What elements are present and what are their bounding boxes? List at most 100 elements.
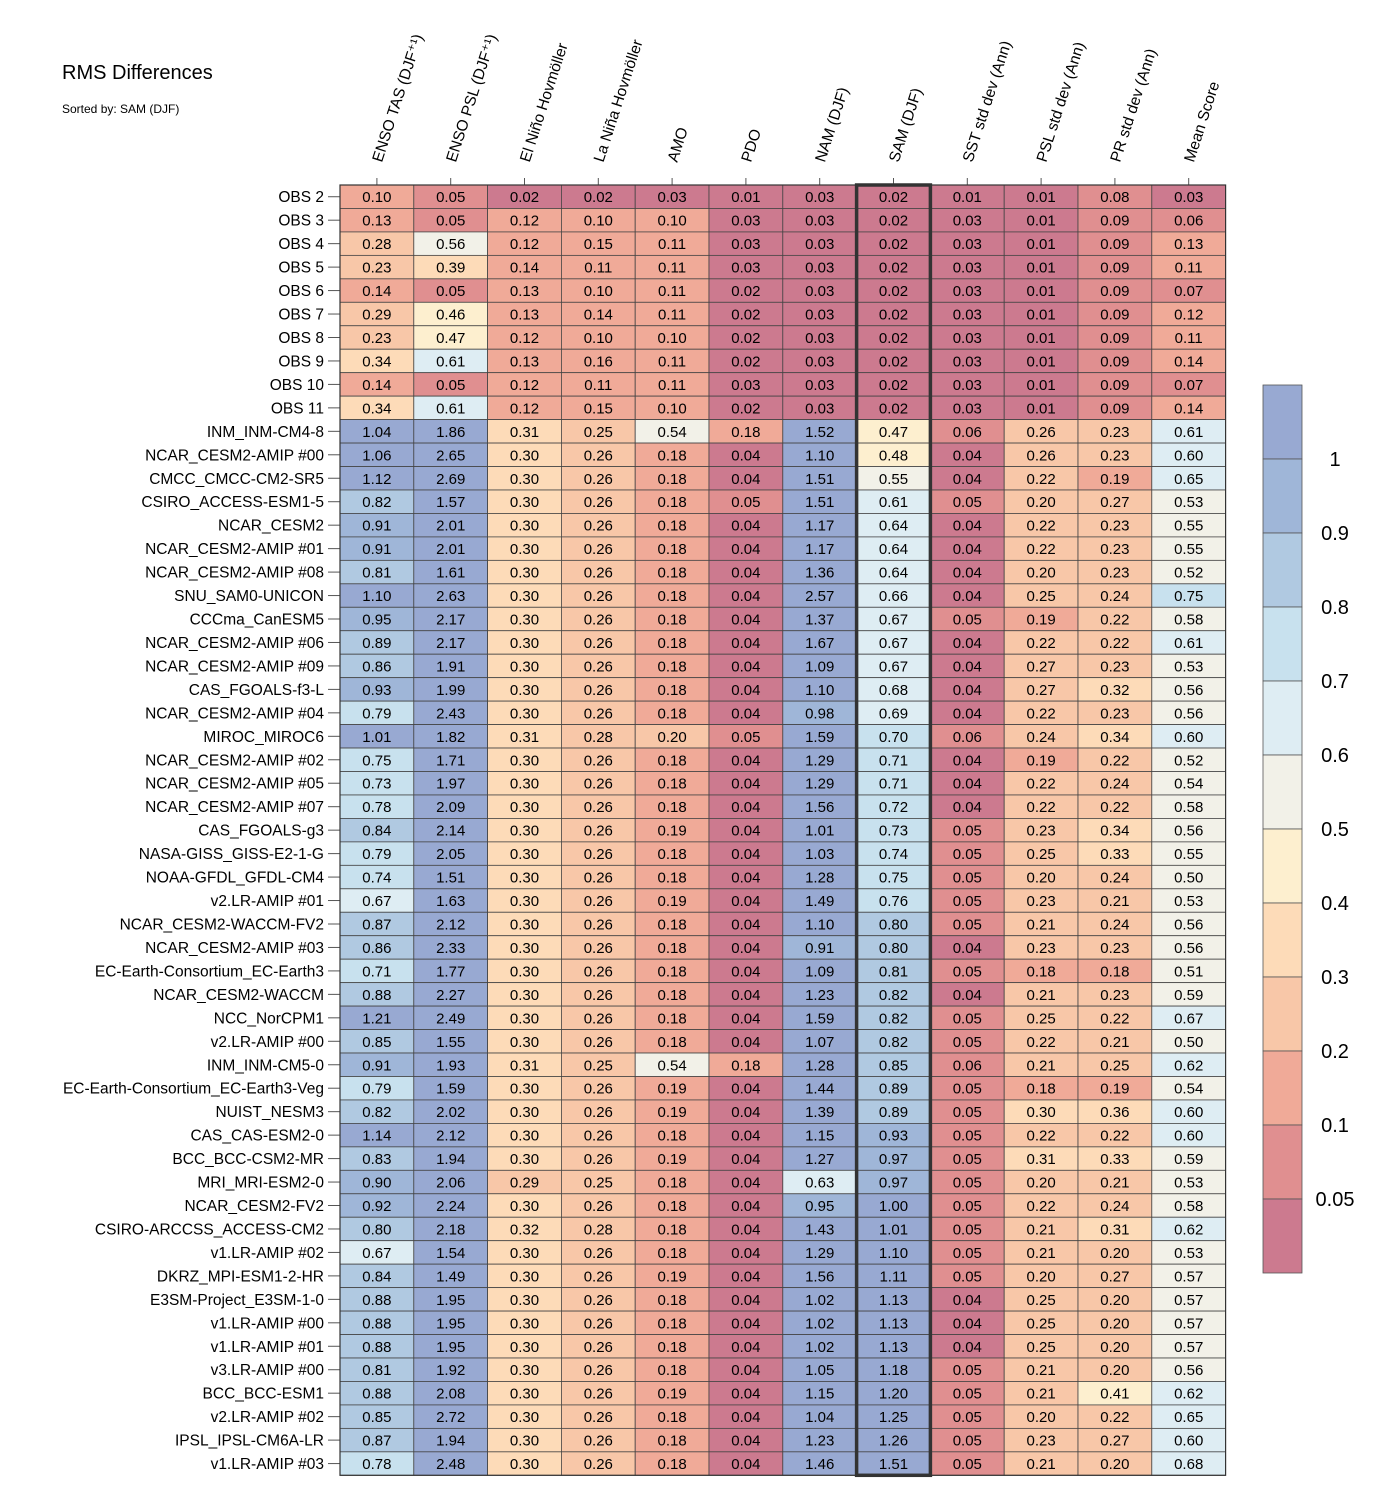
cell-value: 1.23 — [805, 1433, 834, 1450]
cell-value: 0.59 — [1174, 1151, 1203, 1168]
cell-value: 0.01 — [1026, 236, 1055, 253]
cell-value: 0.18 — [657, 987, 686, 1004]
cell-value: 0.30 — [1026, 1104, 1055, 1121]
cell-value: 0.83 — [362, 1151, 391, 1168]
cell-value: 0.03 — [805, 189, 834, 206]
colorbar-tick-label: 0.2 — [1321, 1041, 1349, 1063]
cell-value: 1.46 — [805, 1456, 834, 1473]
cell-value: 0.30 — [510, 1339, 539, 1356]
cell-value: 0.02 — [879, 236, 908, 253]
row-label: v2.LR-AMIP #01 — [211, 893, 324, 910]
cell-value: 0.64 — [879, 518, 908, 535]
cell-value: 2.33 — [436, 940, 465, 957]
cell-value: 1.17 — [805, 541, 834, 558]
cell-value: 0.18 — [731, 1057, 760, 1074]
cell-value: 0.26 — [584, 1245, 613, 1262]
cell-value: 0.20 — [1100, 1245, 1129, 1262]
cell-value: 0.24 — [1100, 776, 1129, 793]
cell-value: 0.04 — [731, 1175, 760, 1192]
cell-value: 0.30 — [510, 705, 539, 722]
cell-value: 0.70 — [879, 729, 908, 746]
cell-value: 0.04 — [731, 870, 760, 887]
cell-value: 0.19 — [657, 1104, 686, 1121]
cell-value: 0.34 — [1100, 823, 1129, 840]
cell-value: 0.88 — [362, 1315, 391, 1332]
cell-value: 1.10 — [805, 916, 834, 933]
cell-value: 0.11 — [658, 353, 686, 370]
cell-value: 0.47 — [436, 330, 465, 347]
cell-value: 0.05 — [953, 494, 982, 511]
cell-value: 0.54 — [657, 1057, 686, 1074]
cell-value: 0.04 — [731, 635, 760, 652]
cell-value: 0.03 — [805, 283, 834, 300]
cell-value: 0.03 — [1174, 189, 1203, 206]
cell-value: 0.85 — [879, 1057, 908, 1074]
cell-value: 0.03 — [731, 213, 760, 230]
cell-value: 1.12 — [362, 471, 391, 488]
cell-value: 0.78 — [362, 1456, 391, 1473]
cell-value: 0.03 — [805, 236, 834, 253]
cell-value: 0.95 — [805, 1198, 834, 1215]
cell-value: 0.21 — [1100, 893, 1129, 910]
cell-value: 0.22 — [1100, 1128, 1129, 1145]
row-label: E3SM-Project_E3SM-1-0 — [150, 1292, 324, 1309]
column-header: PDO — [739, 127, 766, 164]
cell-value: 0.51 — [1174, 963, 1203, 980]
cell-value: 0.03 — [731, 260, 760, 277]
cell-value: 0.73 — [362, 776, 391, 793]
cell-value: 0.18 — [657, 565, 686, 582]
cell-value: 0.66 — [879, 588, 908, 605]
cell-value: 0.53 — [1174, 1245, 1203, 1262]
cell-value: 0.30 — [510, 1034, 539, 1051]
cell-value: 1.00 — [879, 1198, 908, 1215]
cell-value: 0.22 — [1100, 1010, 1129, 1027]
cell-value: 0.05 — [953, 1245, 982, 1262]
cell-value: 0.58 — [1174, 799, 1203, 816]
row-label: NCC_NorCPM1 — [214, 1010, 324, 1027]
cell-value: 0.04 — [731, 1315, 760, 1332]
cell-value: 0.26 — [584, 1198, 613, 1215]
cell-value: 0.67 — [362, 893, 391, 910]
cell-value: 0.22 — [1026, 1198, 1055, 1215]
cell-value: 0.03 — [731, 236, 760, 253]
cell-value: 0.04 — [731, 541, 760, 558]
cell-value: 0.03 — [953, 400, 982, 417]
cell-value: 0.22 — [1026, 776, 1055, 793]
cell-value: 0.48 — [879, 447, 908, 464]
cell-value: 0.22 — [1026, 705, 1055, 722]
cell-value: 0.62 — [1174, 1386, 1203, 1403]
cell-value: 0.26 — [584, 776, 613, 793]
cell-value: 0.26 — [584, 1292, 613, 1309]
cell-value: 0.26 — [584, 823, 613, 840]
cell-value: 0.03 — [805, 400, 834, 417]
heatmap-cells: 0.10 0.05 0.02 0.02 0.03 0.01 0.03 0.02 0.01 0.01… — [339, 184, 1227, 1476]
cell-value: 0.80 — [362, 1221, 391, 1238]
cell-value: 0.64 — [879, 541, 908, 558]
cell-value: 0.11 — [584, 377, 612, 394]
cell-value: 0.46 — [436, 307, 465, 324]
cell-value: 0.05 — [953, 1268, 982, 1285]
cell-value: 0.01 — [1026, 260, 1055, 277]
cell-value: 0.31 — [510, 1057, 539, 1074]
cell-value: 0.30 — [510, 658, 539, 675]
cell-value: 0.18 — [657, 1339, 686, 1356]
cell-value: 0.03 — [953, 283, 982, 300]
row-label: v1.LR-AMIP #03 — [211, 1456, 324, 1473]
cell-value: 0.82 — [879, 987, 908, 1004]
cell-value: 1.17 — [805, 518, 834, 535]
row-label: NCAR_CESM2-WACCM — [153, 987, 324, 1004]
cell-value: 0.67 — [362, 1245, 391, 1262]
cell-value: 0.88 — [362, 987, 391, 1004]
cell-value: 0.18 — [731, 424, 760, 441]
row-label: NCAR_CESM2-AMIP #02 — [145, 752, 324, 769]
cell-value: 0.88 — [362, 1292, 391, 1309]
cell-value: 0.39 — [436, 260, 465, 277]
cell-value: 0.24 — [1100, 1198, 1129, 1215]
cell-value: 0.65 — [1174, 1409, 1203, 1426]
column-header: Mean Score — [1181, 79, 1223, 164]
cell-value: 0.01 — [1026, 400, 1055, 417]
cell-value: 0.05 — [436, 283, 465, 300]
row-label: NCAR_CESM2-FV2 — [184, 1198, 324, 1215]
cell-value: 1.86 — [436, 424, 465, 441]
cell-value: 0.04 — [953, 541, 982, 558]
